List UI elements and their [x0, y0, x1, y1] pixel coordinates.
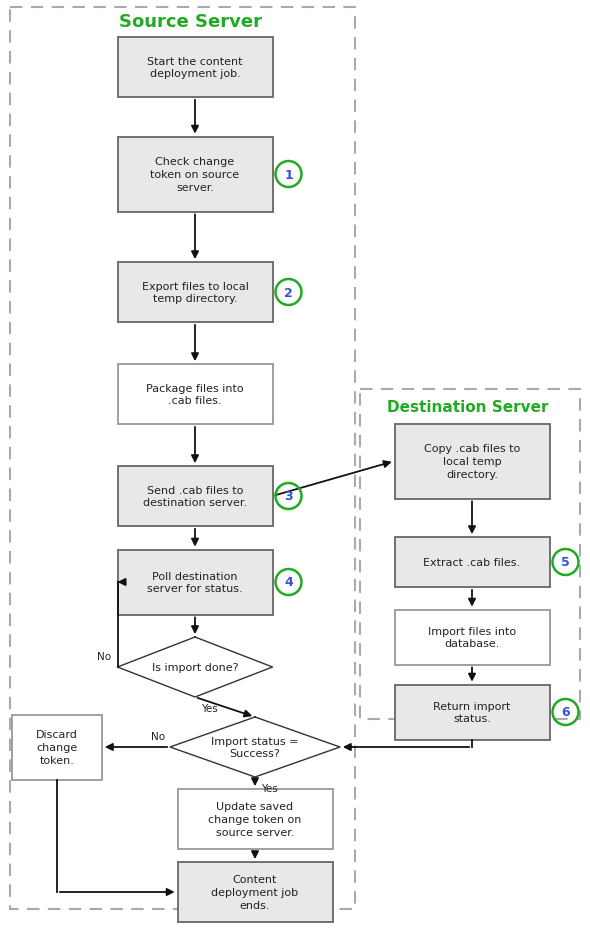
Text: Is import done?: Is import done?: [152, 663, 238, 672]
Text: Update saved
change token on
source server.: Update saved change token on source serv…: [208, 802, 301, 837]
FancyBboxPatch shape: [117, 550, 273, 615]
Text: Copy .cab files to
local temp
directory.: Copy .cab files to local temp directory.: [424, 444, 520, 479]
FancyBboxPatch shape: [395, 610, 549, 664]
Text: Poll destination
server for status.: Poll destination server for status.: [147, 571, 243, 594]
FancyBboxPatch shape: [117, 137, 273, 213]
Text: Destination Server: Destination Server: [387, 400, 549, 415]
Text: 6: 6: [561, 705, 570, 718]
Text: 2: 2: [284, 286, 293, 299]
FancyBboxPatch shape: [117, 263, 273, 323]
FancyBboxPatch shape: [178, 862, 333, 922]
Polygon shape: [170, 717, 340, 777]
Text: Check change
token on source
server.: Check change token on source server.: [150, 157, 240, 193]
FancyBboxPatch shape: [178, 789, 333, 849]
Text: Discard
change
token.: Discard change token.: [36, 729, 78, 765]
Text: 5: 5: [561, 556, 570, 569]
Text: Extract .cab files.: Extract .cab files.: [424, 558, 520, 567]
Text: Import status =
Success?: Import status = Success?: [211, 736, 299, 758]
Text: Package files into
.cab files.: Package files into .cab files.: [146, 383, 244, 406]
FancyBboxPatch shape: [395, 424, 549, 499]
Text: No: No: [97, 651, 112, 662]
Text: Yes: Yes: [201, 703, 218, 714]
Text: 3: 3: [284, 490, 293, 503]
FancyBboxPatch shape: [395, 685, 549, 740]
Text: Source Server: Source Server: [119, 13, 261, 31]
FancyBboxPatch shape: [395, 537, 549, 587]
Text: No: No: [151, 731, 165, 741]
Text: 4: 4: [284, 576, 293, 589]
Text: Send .cab files to
destination server.: Send .cab files to destination server.: [143, 485, 247, 508]
Text: Start the content
deployment job.: Start the content deployment job.: [148, 57, 242, 79]
Text: 1: 1: [284, 168, 293, 181]
Text: Yes: Yes: [261, 783, 278, 793]
Text: Export files to local
temp directory.: Export files to local temp directory.: [142, 281, 248, 304]
FancyBboxPatch shape: [117, 467, 273, 526]
Text: Return import
status.: Return import status.: [433, 701, 511, 724]
FancyBboxPatch shape: [117, 38, 273, 97]
FancyBboxPatch shape: [117, 365, 273, 424]
FancyBboxPatch shape: [12, 715, 102, 780]
Polygon shape: [117, 638, 273, 697]
Text: Import files into
database.: Import files into database.: [428, 625, 516, 649]
Text: Content
deployment job
ends.: Content deployment job ends.: [211, 874, 299, 909]
